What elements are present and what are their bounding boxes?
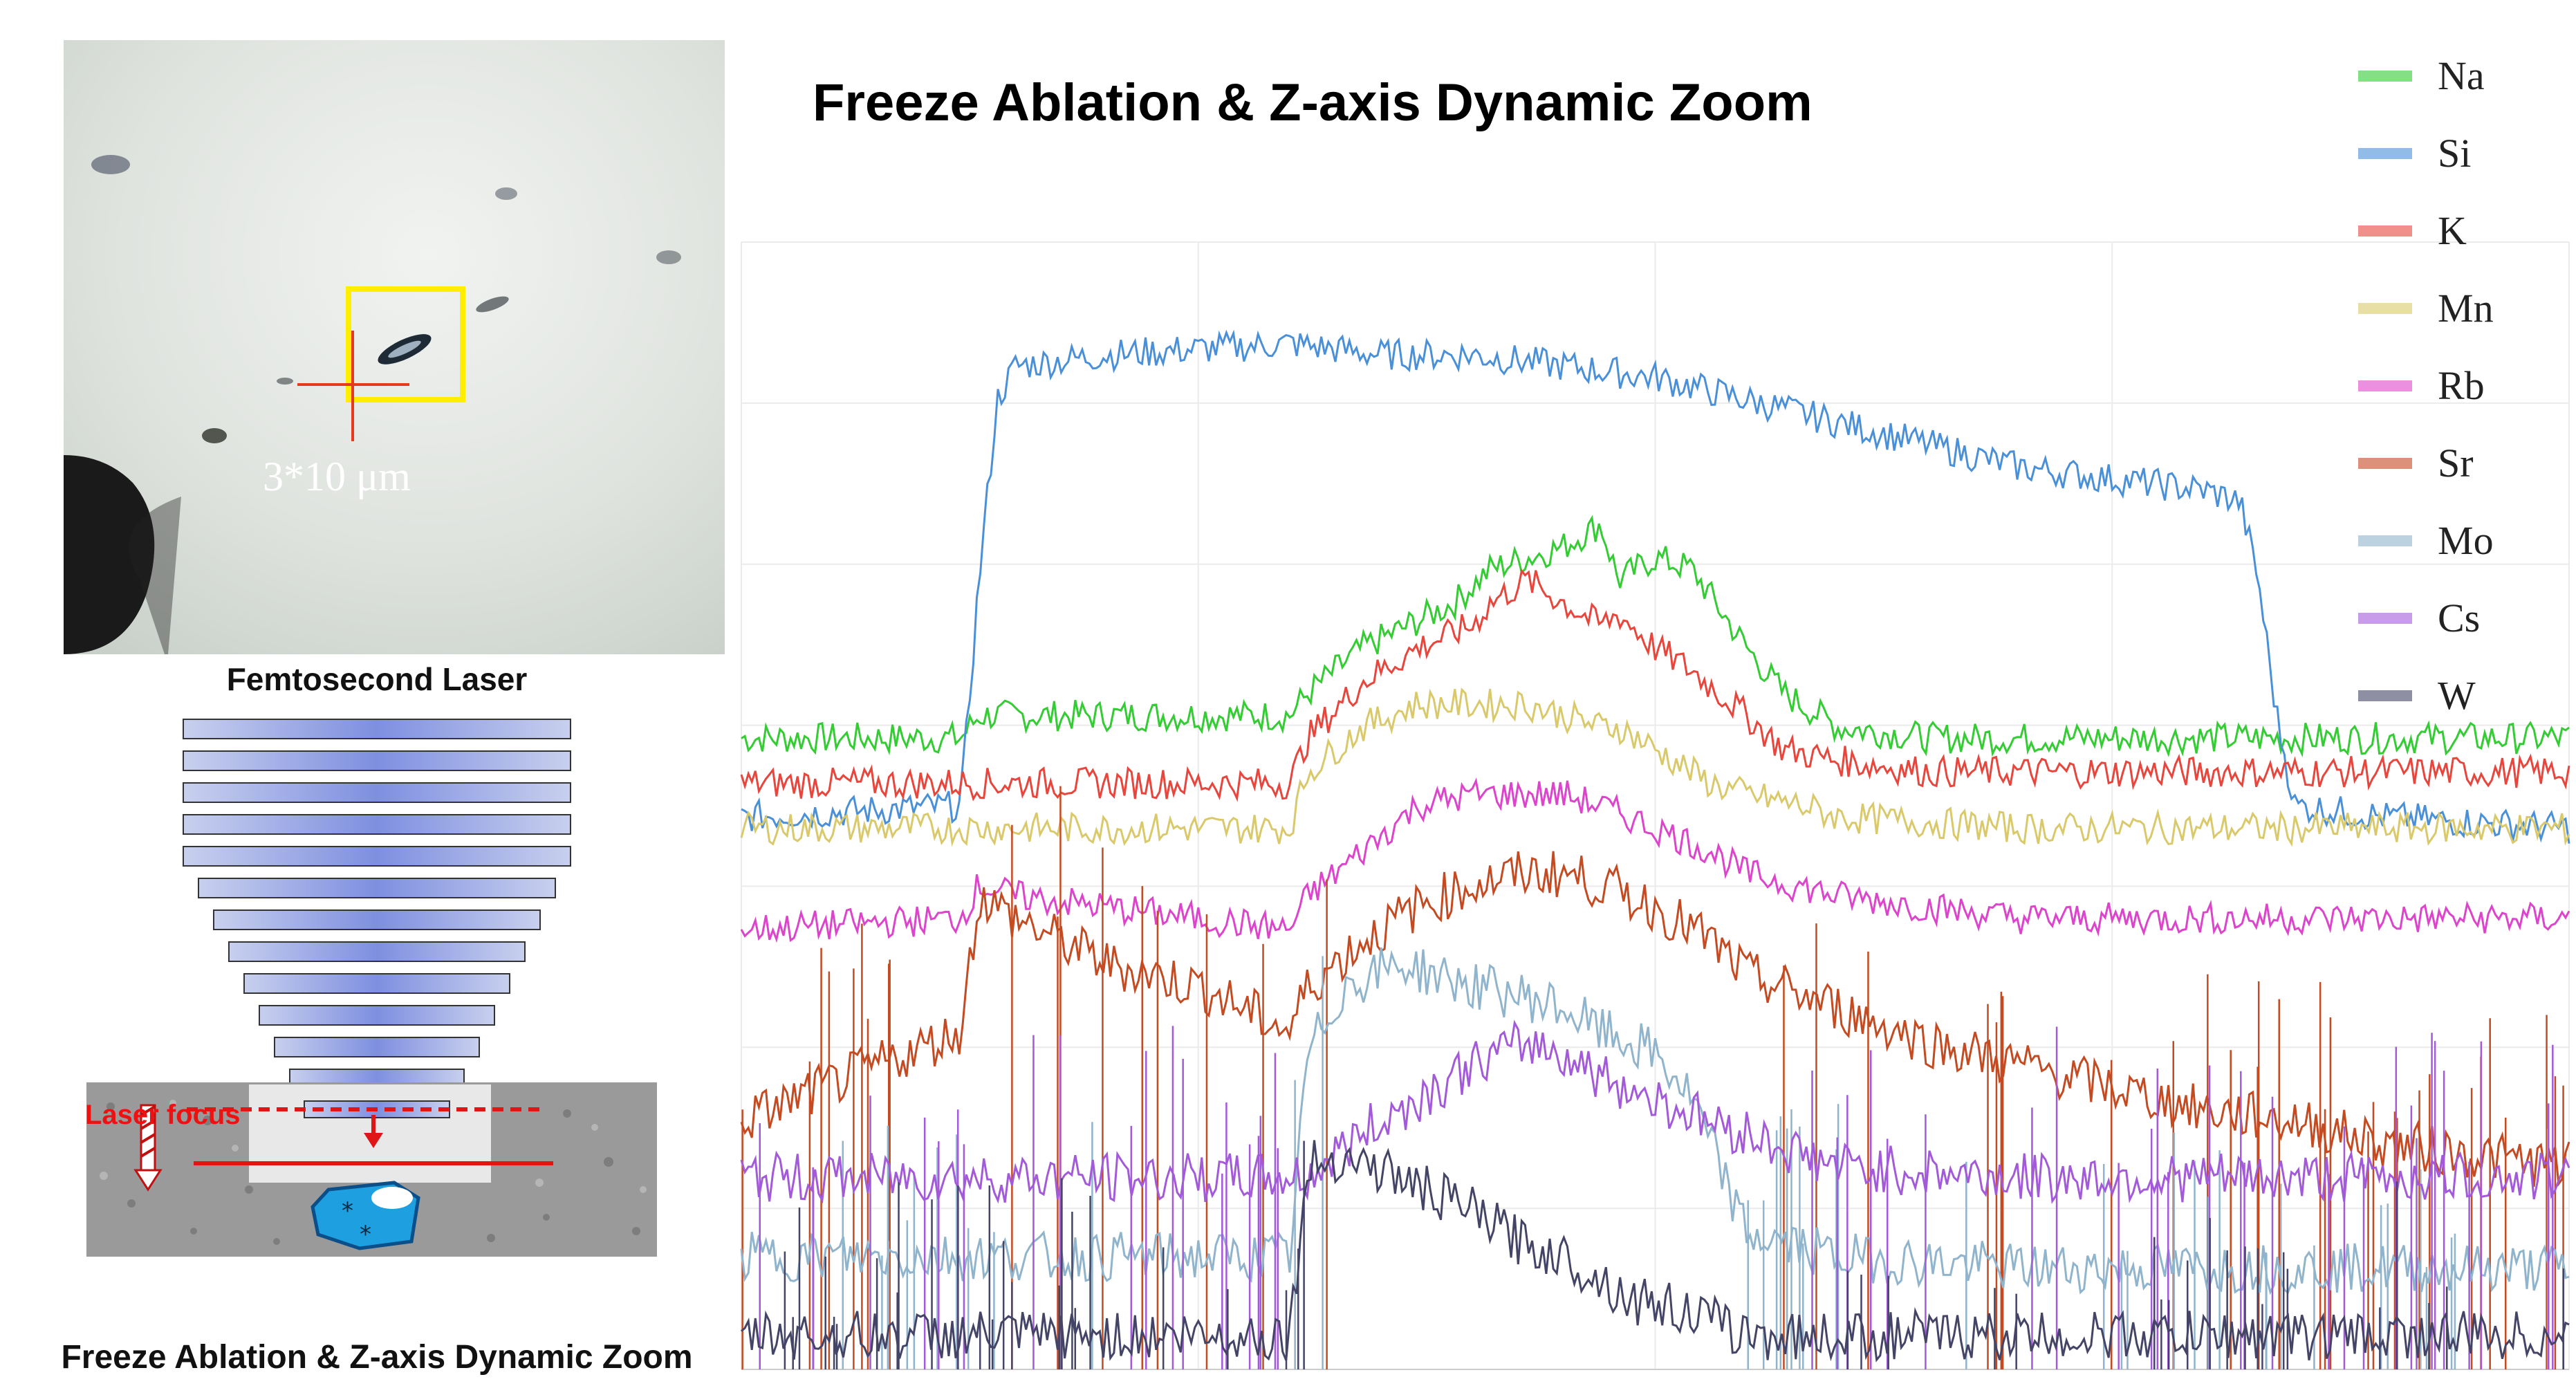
legend-swatch xyxy=(2358,690,2412,701)
microscope-image xyxy=(64,40,725,654)
signal-chart xyxy=(740,241,2570,1370)
inclusion-speck xyxy=(656,250,681,264)
beam-layer xyxy=(183,782,571,803)
crystal-star-icon: * xyxy=(342,1197,353,1225)
legend-swatch xyxy=(2358,148,2412,159)
crystal-star-icon: * xyxy=(360,1221,371,1248)
legend-label: Sr xyxy=(2438,441,2474,486)
legend-label: Na xyxy=(2438,53,2485,98)
inclusion-speck xyxy=(277,378,293,385)
legend-swatch xyxy=(2358,458,2412,469)
series-line-sr xyxy=(740,851,2570,1187)
beam-layer xyxy=(183,814,571,835)
inclusion-shadow xyxy=(129,497,181,654)
legend-label: W xyxy=(2438,673,2476,718)
legend-label: Mo xyxy=(2438,518,2494,563)
beam-layer xyxy=(274,1037,480,1057)
beam-layer xyxy=(183,750,571,771)
inclusion-speck xyxy=(202,428,227,443)
series-line-w xyxy=(740,1140,2570,1362)
legend-label: Mn xyxy=(2438,286,2494,331)
inclusion-speck xyxy=(476,296,509,313)
scale-label: 3*10 μm xyxy=(263,454,411,499)
legend-label: K xyxy=(2438,208,2467,253)
laser-title: Femtosecond Laser xyxy=(226,661,528,697)
legend-label: Cs xyxy=(2438,595,2481,640)
legend-label: Rb xyxy=(2438,363,2485,408)
target-box xyxy=(346,286,465,403)
legend-label: Si xyxy=(2438,131,2472,176)
beam-layer xyxy=(243,973,510,994)
bubble-icon xyxy=(371,1187,413,1209)
series-line-rb xyxy=(740,777,2570,943)
series-line-mo xyxy=(740,947,2570,1295)
beam-layer xyxy=(183,846,571,867)
beam-layer xyxy=(183,719,571,739)
legend-swatch xyxy=(2358,535,2412,546)
legend-swatch xyxy=(2358,225,2412,237)
laser-beam-stack xyxy=(183,719,571,1089)
fluid-inclusion-core xyxy=(388,340,421,358)
chart-title: Freeze Ablation & Z-axis Dynamic Zoom xyxy=(813,73,1813,132)
sample-texture-light xyxy=(100,1100,647,1193)
inclusion-speck xyxy=(495,187,517,200)
legend-swatch xyxy=(2358,613,2412,624)
series-line-si xyxy=(741,329,2570,844)
series-line-mn xyxy=(740,687,2570,847)
series-line-cs xyxy=(740,1019,2570,1204)
beam-layer xyxy=(213,909,541,930)
z-axis-arrow-icon xyxy=(133,1104,163,1192)
diagram-caption: Freeze Ablation & Z-axis Dynamic Zoom xyxy=(61,1339,693,1376)
legend-swatch xyxy=(2358,380,2412,391)
beam-layer xyxy=(259,1005,495,1026)
series-line-na xyxy=(741,515,2570,758)
legend-swatch xyxy=(2358,303,2412,314)
dark-inclusion xyxy=(64,455,155,654)
laser-diagram: * * xyxy=(86,719,657,1257)
beam-layer xyxy=(198,878,556,898)
legend-swatch xyxy=(2358,71,2412,82)
series-line-k xyxy=(740,568,2570,802)
down-arrow-head-icon xyxy=(364,1133,383,1148)
beam-layer xyxy=(228,941,526,962)
laser-focus-label: Laser focus xyxy=(85,1100,241,1130)
inclusion-speck xyxy=(91,155,130,174)
